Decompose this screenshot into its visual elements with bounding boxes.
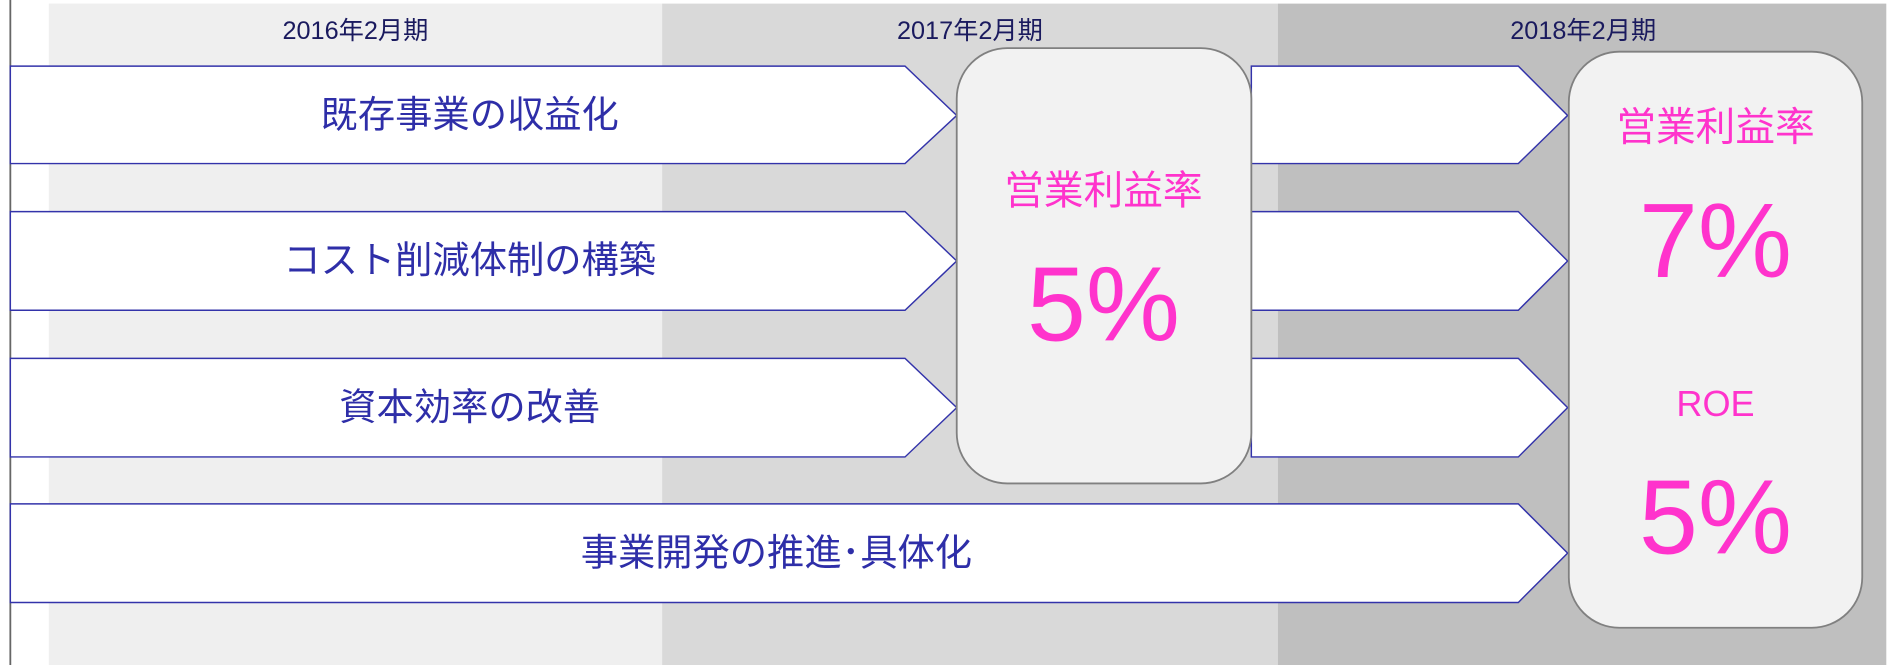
- initiative-label: コスト削減体制の構築: [283, 239, 656, 281]
- metric-label: ROE: [1676, 383, 1754, 424]
- arrow: [1250, 65, 1569, 165]
- initiative-label: 既存事業の収益化: [321, 94, 619, 136]
- arrow: [9, 210, 958, 311]
- arrow: [9, 503, 1569, 604]
- arrows: [9, 65, 1569, 604]
- metric-value: 5%: [1027, 246, 1180, 364]
- initiative-label: 事業開発の推進･具体化: [581, 531, 972, 573]
- target-box: [955, 47, 1253, 485]
- period-header: 2018年2月期: [1510, 17, 1656, 45]
- arrow: [1250, 357, 1569, 458]
- arrow: [9, 65, 958, 165]
- metric-value: 5%: [1639, 458, 1792, 576]
- metric-label: 営業利益率: [1004, 169, 1202, 213]
- arrow: [9, 357, 958, 458]
- initiative-label: 資本効率の改善: [339, 386, 600, 428]
- metric-value: 7%: [1639, 182, 1792, 300]
- period-header: 2016年2月期: [282, 17, 428, 45]
- target-box: [1567, 50, 1864, 629]
- arrow: [1250, 210, 1569, 311]
- period-header: 2017年2月期: [897, 17, 1043, 45]
- metric-label: 営業利益率: [1616, 105, 1814, 149]
